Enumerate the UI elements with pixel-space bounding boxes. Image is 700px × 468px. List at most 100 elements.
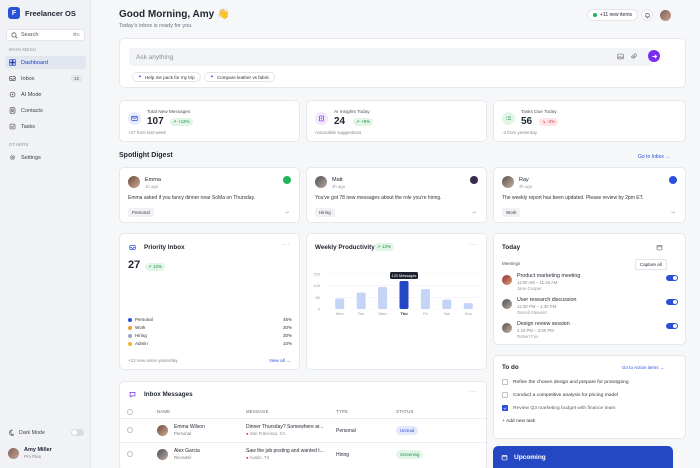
select-all-checkbox[interactable] [127,409,133,415]
meeting-toggle[interactable] [666,299,678,305]
add-task-button[interactable]: + Add new task [502,419,535,424]
todo-label: Review Q3 marketing budget with finance … [513,405,616,411]
legend-label: Work [135,325,146,330]
todo-checkbox[interactable] [502,379,508,385]
dark-mode-toggle[interactable] [71,429,84,436]
todo-checkbox[interactable] [502,392,508,398]
avatar [502,299,512,309]
sidebar-item-tasks[interactable]: Tasks [5,120,86,133]
user-profile[interactable]: Amy Miller Pro Plan [8,447,52,459]
brand-logo: F [8,7,20,19]
arrow-right-icon[interactable]: → [284,209,290,215]
arrow-right-icon[interactable]: → [471,209,477,215]
legend-dot [128,317,132,322]
stat-label: Tasks Due Today [521,109,557,114]
bar-fri [420,289,430,309]
meeting-item[interactable]: Product marketing meeting 11:00 AM – 11:… [502,273,678,293]
tasks-icon [9,123,16,130]
spotlight-time: 2h ago [332,184,346,189]
capture-all-button[interactable]: Capture all [635,259,667,270]
gear-icon [9,154,16,161]
search-shortcut: ⌘K [72,32,80,37]
upcoming-panel[interactable]: Upcoming [493,446,673,468]
x-tick-label: Fri [423,311,428,316]
action-items-link[interactable]: Go to Action items → [622,365,665,370]
more-icon[interactable]: ··· [282,242,291,248]
row-type: Hiring [336,452,350,458]
y-tick-label: 50 [316,295,321,300]
todo-item[interactable]: Refine the chosen design and prepare for… [502,379,629,385]
x-tick-label: Sun [465,311,472,316]
sidebar-search[interactable]: Search ⌘K [6,29,85,41]
spotlight-tag: Hiring [315,208,335,217]
others-label: OTHERS [9,142,29,147]
table-row[interactable]: Alex Garcia Recruiter Saw the job postin… [120,444,488,466]
row-location-label: Austin, TX [249,455,270,460]
sidebar-item-label: AI Mode [21,91,42,98]
sidebar-item-ai-mode[interactable]: AI Mode [5,88,86,101]
priority-inbox-card: Priority Inbox ··· 27 ↗ 12% Personal 45%… [119,233,300,370]
todo-checkbox[interactable] [502,405,508,411]
sidebar-item-inbox[interactable]: Inbox 12 [5,72,86,85]
todo-item[interactable]: Conduct a competitive analysis for prici… [502,392,618,398]
sidebar-item-dashboard[interactable]: Dashboard [5,56,86,69]
avatar[interactable] [660,10,671,21]
legend-row: Admin 10% [128,341,292,346]
legend-pct: 45% [282,317,292,322]
spotlight-tag: Work [502,208,521,217]
today-card: Today Meetings Capture all Product marke… [493,233,686,345]
more-icon[interactable]: ··· [469,389,478,395]
row-checkbox[interactable] [127,451,133,457]
meeting-item[interactable]: Design review session 2:15 PM – 3:00 PM … [502,321,678,341]
row-checkbox[interactable] [127,427,133,433]
suggestion-chip[interactable]: ✦ Help me pack for my trip [132,72,201,82]
calendar-icon[interactable] [656,244,663,251]
arrow-right-icon[interactable]: → [670,209,676,215]
sidebar-item-contacts[interactable]: Contacts [5,104,86,117]
row-message: Dinner Thursday? Somewhere ar... [246,424,324,430]
column-header[interactable]: TYPE [336,409,349,414]
location-pin-icon: ● [246,431,249,436]
image-icon[interactable] [617,53,624,60]
meeting-host: Darrell Steward [517,310,547,315]
meeting-toggle[interactable] [666,323,678,329]
meeting-toggle[interactable] [666,275,678,281]
spotlight-card[interactable]: Ray 3h ago The weekly report has been up… [493,167,686,223]
todo-item[interactable]: Review Q3 marketing budget with finance … [502,405,615,411]
divider [120,442,488,443]
avatar [315,176,327,188]
stat-badge: ↘ -3% [539,118,559,126]
x-tick-label: Thu [400,311,408,316]
brand[interactable]: F Freelancer OS [8,7,76,19]
paperclip-icon[interactable] [630,53,637,60]
todo-label: Refine the chosen design and prepare for… [513,379,629,385]
card-title: To do [502,364,519,371]
table-row[interactable]: Emma Wilson Personal Dinner Thursday? So… [120,420,488,442]
meeting-title: Design review session [517,321,570,327]
dark-mode-row: Dark Mode [8,429,84,436]
meeting-time: 2:15 PM – 3:00 PM [517,328,554,333]
new-items-button[interactable]: +11 new items [587,9,639,21]
go-to-inbox-link[interactable]: Go to Inbox → [638,154,671,160]
spotlight-card[interactable]: Emma 1h ago Emma asked if you fancy dinn… [119,167,300,223]
stat-card-messages: Total New Messages 107 ↗ +12% +27 from l… [119,100,300,142]
view-all-link[interactable]: View all → [269,358,291,363]
meeting-item[interactable]: User research discussion 12:30 PM – 1:30… [502,297,678,317]
send-button[interactable] [648,50,660,62]
suggestion-chip[interactable]: ✦ Compare leather vs fabric [204,72,276,82]
weekly-chart: 150 100 50 0 Mon Tue Wed Thu 120 Messages Fri Sat S… [313,272,479,316]
sidebar-item-settings[interactable]: Settings [5,151,86,164]
ask-card: ✦ Help me pack for my trip ✦ Compare lea… [119,38,686,88]
avatar [502,176,514,188]
row-location: ● Austin, TX [246,455,269,460]
notifications-button[interactable] [641,9,653,21]
spotlight-card[interactable]: Matt 2h ago You've got 78 new messages a… [306,167,487,223]
meeting-title: Product marketing meeting [517,273,581,279]
more-icon[interactable]: ··· [469,242,478,248]
ask-input[interactable] [129,48,653,66]
column-header[interactable]: NAME [157,409,171,414]
sparkle-icon: ✦ [138,74,142,79]
x-tick-label: Wed [378,311,386,316]
column-header[interactable]: MESSAGE [246,409,269,414]
column-header[interactable]: STATUS [396,409,414,414]
